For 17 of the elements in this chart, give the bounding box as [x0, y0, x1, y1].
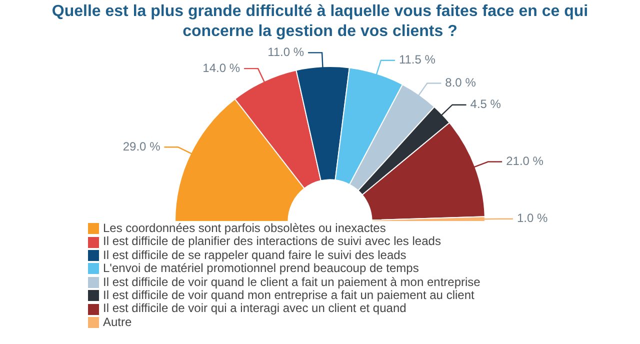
- data-label: 1.0 %: [516, 211, 548, 226]
- data-label: 11.0 %: [268, 45, 304, 59]
- data-label: 29.0 %: [122, 139, 161, 154]
- chart-title: Quelle est la plus grande difficulté à laquelle vous faites face en ce qui concerne la gestion de vos clients ?: [50, 2, 590, 42]
- legend-label: Il est difficile de se rappeler quand faire le suivi des leads: [103, 248, 406, 262]
- legend-label: Il est difficile de voir quand le client a fait un paiement à mon entreprise: [103, 274, 480, 290]
- data-label: 8.0 %: [445, 76, 476, 90]
- legend-label: L'envoi de matériel promotionnel prend beaucoup de temps: [103, 261, 419, 276]
- data-label: 14.0 %: [202, 60, 240, 75]
- legend-label: Autre: [103, 314, 132, 330]
- data-label: 4.5 %: [470, 97, 502, 112]
- legend-label: Il est difficile de voir qui a interagi avec un client et quand: [103, 301, 406, 316]
- data-label: 11.5 %: [398, 52, 436, 67]
- legend-label: Les coordonnées sont parfois obsolètes ou inexactes: [103, 221, 386, 236]
- legend-label: Il est difficile de voir quand mon entreprise a fait un paiement au client: [103, 288, 474, 302]
- data-label: 21.0 %: [506, 154, 544, 168]
- legend-label: Il est difficile de planifier des interactions de suivi avec les leads: [103, 234, 441, 249]
